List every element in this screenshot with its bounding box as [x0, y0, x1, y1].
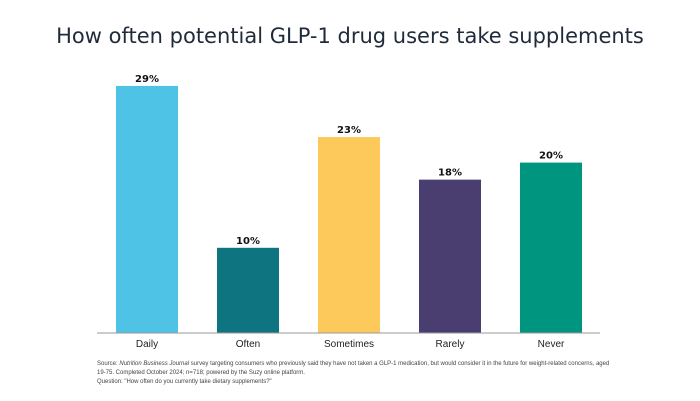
- source-publication: Nutrition Business Journal: [119, 361, 190, 367]
- data-label: 10%: [236, 236, 260, 247]
- x-tick-label: Often: [236, 339, 260, 350]
- bar-rarely: [419, 179, 481, 333]
- source-text: survey targeting consumers who previousl…: [97, 361, 610, 376]
- footnote: Source: Nutrition Business Journal surve…: [97, 360, 617, 387]
- x-tick-label: Never: [538, 339, 565, 350]
- bar-never: [520, 162, 582, 333]
- chart-title: How often potential GLP-1 drug users tak…: [56, 24, 644, 48]
- x-tick-label: Rarely: [436, 339, 465, 350]
- source-prefix: Source:: [97, 361, 120, 367]
- bar-daily: [116, 85, 178, 333]
- bar-sometimes: [318, 137, 380, 333]
- data-label: 18%: [438, 168, 462, 179]
- x-tick-label: Daily: [136, 339, 158, 350]
- x-tick-label: Sometimes: [324, 339, 374, 350]
- data-label: 29%: [135, 74, 159, 85]
- source-note: Source: Nutrition Business Journal surve…: [97, 360, 617, 378]
- data-label: 20%: [539, 151, 563, 162]
- data-label: 23%: [337, 125, 361, 136]
- question-note: Question: "How often do you currently ta…: [97, 379, 272, 385]
- bar-often: [217, 247, 279, 333]
